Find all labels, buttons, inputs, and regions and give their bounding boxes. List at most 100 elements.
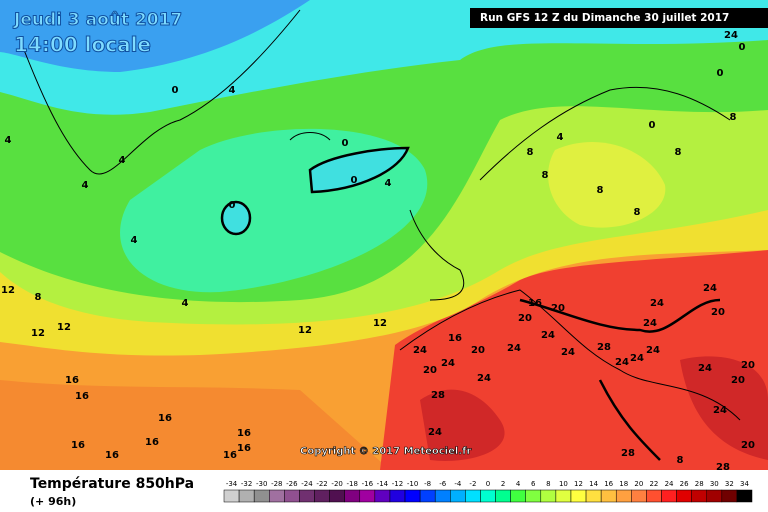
isotherm-label: 4 — [385, 178, 392, 189]
isotherm-label: 16 — [105, 450, 119, 461]
isotherm-label: 24 — [477, 373, 491, 384]
isotherm-label: 4 — [119, 155, 126, 166]
scale-label: -32 — [241, 480, 252, 488]
isotherm-label: 24 — [646, 345, 660, 356]
scale-label: 16 — [604, 480, 613, 488]
scale-label: -4 — [454, 480, 462, 488]
border — [598, 379, 661, 461]
isotherm-label: 0 — [342, 138, 349, 149]
isotherm-label: 4 — [557, 132, 564, 143]
scale-swatch — [585, 489, 602, 503]
isotherm-label: 28 — [431, 390, 445, 401]
scale-label: 30 — [710, 480, 719, 488]
isotherm-label: 16 — [528, 298, 542, 309]
isotherm-label: 4 — [182, 298, 189, 309]
isotherm-label: 8 — [675, 147, 682, 158]
coastlines — [19, 9, 741, 421]
scale-label: -16 — [362, 480, 374, 488]
scale-swatch — [600, 489, 617, 503]
warm-region — [0, 380, 390, 470]
scale-label: 12 — [574, 480, 583, 488]
isotherm-label: 24 — [703, 283, 717, 294]
footer-lead: (+ 96h) — [30, 495, 76, 508]
coastline — [19, 9, 301, 175]
scale-swatch — [329, 489, 345, 503]
scale-swatch — [661, 489, 677, 503]
scale-label: 14 — [589, 480, 598, 488]
isotherm-label: 20 — [741, 360, 755, 371]
scale-label: 26 — [680, 480, 689, 488]
scale-swatch — [284, 489, 300, 503]
scale-label: 18 — [619, 480, 628, 488]
scale-label: 8 — [546, 480, 550, 488]
isotherm-label: 24 — [724, 30, 738, 41]
scale-label: 2 — [501, 480, 505, 488]
isotherm-label: 20 — [471, 345, 485, 356]
isotherm-label: 12 — [1, 285, 15, 296]
scale-label: -6 — [439, 480, 447, 488]
run-info: Run GFS 12 Z du Dimanche 30 juillet 2017 — [480, 12, 729, 24]
isotherm-label: 20 — [551, 303, 565, 314]
isotherm-label: 0 — [351, 175, 358, 186]
coastline — [399, 289, 741, 421]
scale-label: 34 — [740, 480, 749, 488]
scale-swatch — [706, 489, 723, 503]
scale-swatch — [404, 489, 421, 503]
isotherm-label: 8 — [527, 147, 534, 158]
scale-swatch — [540, 489, 557, 503]
isotherm-label: 24 — [561, 347, 575, 358]
scale-swatch — [510, 489, 526, 503]
isotherm-label: 20 — [731, 375, 745, 386]
isotherm-label: 8 — [597, 185, 604, 196]
isotherm-label: 16 — [75, 391, 89, 402]
isotherm-label: 8 — [542, 170, 549, 181]
isotherm-label: 4 — [82, 180, 89, 191]
isotherm-label: 24 — [428, 427, 442, 438]
hotter-region — [420, 356, 768, 461]
scale-label: 32 — [725, 480, 734, 488]
scale-label: -22 — [316, 480, 327, 488]
scale-swatch — [570, 489, 587, 503]
cold-pocket — [220, 200, 252, 236]
isotherm-label: 8 — [35, 292, 42, 303]
isotherm-label: 24 — [413, 345, 427, 356]
scale-swatch — [419, 489, 436, 503]
scale-swatch — [676, 489, 692, 503]
isotherm-label: 8 — [677, 455, 684, 466]
scale-swatch — [646, 489, 662, 503]
isotherm-label: 12 — [31, 328, 45, 339]
scale-swatch — [615, 489, 632, 503]
isotherm-label: 16 — [145, 437, 159, 448]
isotherm-label: 24 — [441, 358, 455, 369]
footer-title: Température 850hPa — [30, 476, 194, 492]
isotherm-label: 24 — [541, 330, 555, 341]
colder-region — [0, 0, 310, 72]
isotherm-label: 20 — [423, 365, 437, 376]
isotherm-label: 20 — [741, 440, 755, 451]
coastline — [479, 86, 731, 181]
coastline — [409, 209, 465, 301]
isotherm-label: 28 — [716, 462, 730, 473]
scale-swatch — [450, 489, 466, 503]
isotherm-label: 24 — [615, 357, 629, 368]
isotherm-label: 16 — [448, 333, 462, 344]
run-banner — [470, 8, 768, 28]
scale-swatch — [269, 489, 285, 503]
isotherm-label: 24 — [630, 353, 644, 364]
isotherm-label: 0 — [649, 120, 656, 131]
isotherm-label: 4 — [5, 135, 12, 146]
isotherm-label: 16 — [71, 440, 85, 451]
scale-swatch — [314, 489, 330, 503]
scale-label: -28 — [271, 480, 282, 488]
scale-label: 24 — [665, 480, 674, 488]
scale-swatch — [344, 489, 361, 503]
scale-label: 4 — [516, 480, 521, 488]
scale-swatch — [359, 489, 376, 503]
scale-label: 28 — [695, 480, 704, 488]
scale-swatch — [631, 489, 647, 503]
isotherm-label: 4 — [229, 85, 236, 96]
isotherm-label: 12 — [57, 322, 71, 333]
isotherm-label: 24 — [507, 343, 521, 354]
